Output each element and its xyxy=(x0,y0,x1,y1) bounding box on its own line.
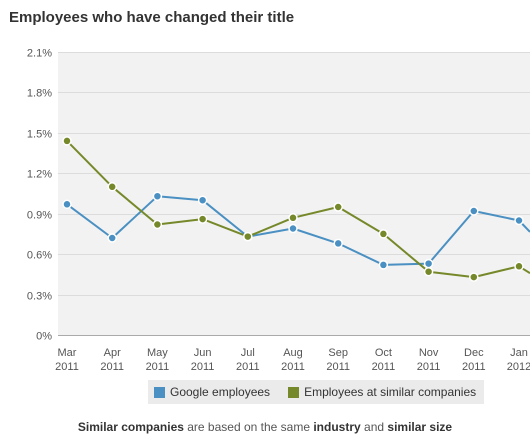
data-point-similar xyxy=(243,231,253,242)
data-point-google xyxy=(288,223,298,234)
series-line-similar xyxy=(66,140,530,279)
footnote: Similar companies are based on the same … xyxy=(0,420,530,434)
x-tick-label-month: Apr xyxy=(104,347,121,359)
data-point-similar xyxy=(197,214,208,224)
x-tick-label-year: 2011 xyxy=(281,361,305,373)
x-tick-label-year: 2011 xyxy=(326,361,350,373)
footnote-part-2: are based on the same xyxy=(183,420,314,434)
legend-label-similar: Employees at similar companies xyxy=(304,385,477,399)
y-tick-label: 1.5% xyxy=(27,129,52,141)
footnote-part-1: Similar companies xyxy=(77,420,184,434)
chart-legend: Google employees Employees at similar co… xyxy=(148,380,484,404)
data-point-google xyxy=(423,258,434,269)
x-tick-label-year: 2011 xyxy=(462,361,486,373)
x-tick-label-month: Mar xyxy=(58,347,77,359)
y-tick-label: 0% xyxy=(36,331,52,343)
x-tick-label-year: 2011 xyxy=(236,361,260,373)
y-tick-label: 1.8% xyxy=(27,88,52,100)
y-tick-label: 2.1% xyxy=(27,48,52,60)
data-point-similar xyxy=(333,202,343,212)
x-tick-label-month: Aug xyxy=(283,347,303,359)
x-tick-label-year: 2012 xyxy=(507,361,530,373)
x-tick-label-month: Dec xyxy=(464,347,484,359)
legend-item-google[interactable]: Google employees xyxy=(154,385,270,399)
x-tick-label-year: 2011 xyxy=(100,361,124,373)
legend-swatch-google xyxy=(154,386,165,398)
data-point-google xyxy=(333,238,343,249)
y-tick-label: 0.6% xyxy=(27,250,52,262)
y-tick-label: 0.3% xyxy=(27,291,52,303)
x-tick-label-month: Oct xyxy=(375,347,392,359)
data-point-google xyxy=(514,215,524,226)
series-lines xyxy=(62,136,530,282)
data-point-google xyxy=(62,199,72,210)
x-tick-label-year: 2011 xyxy=(146,361,170,373)
legend-label-google: Google employees xyxy=(170,385,271,399)
data-point-google xyxy=(378,260,389,270)
x-tick-label-month: Nov xyxy=(419,347,439,359)
data-point-similar xyxy=(152,219,163,230)
y-tick-label: 1.2% xyxy=(27,169,52,181)
data-point-similar xyxy=(288,213,298,223)
x-tick-label-year: 2011 xyxy=(55,361,79,373)
data-point-google xyxy=(107,233,117,243)
footnote-part-4: and xyxy=(360,420,388,434)
data-point-similar xyxy=(62,136,72,146)
x-tick-label-year: 2011 xyxy=(191,361,215,373)
x-tick-label-year: 2011 xyxy=(417,361,441,373)
legend-item-similar[interactable]: Employees at similar companies xyxy=(288,385,476,399)
x-tick-label-month: Sep xyxy=(328,347,348,359)
data-point-similar xyxy=(469,272,479,282)
x-tick-label-month: Jun xyxy=(194,347,212,359)
data-point-similar xyxy=(514,261,524,272)
footnote-part-3: industry xyxy=(313,420,361,434)
footnote-part-5: similar size xyxy=(387,420,453,434)
data-point-similar xyxy=(378,229,389,239)
y-tick-label: 0.9% xyxy=(27,210,52,222)
x-tick-label-month: Jul xyxy=(241,347,255,359)
plot-background xyxy=(58,52,530,335)
x-axis-tick-labels: Mar 2011 Apr 2011 May 2011 Jun 2011 Jul 2011 Aug 20… xyxy=(55,347,530,373)
chart-title: Employees who have changed their title xyxy=(9,9,295,26)
y-axis-tick-labels: 0% 0.3% 0.6% 0.9% 1.2% 1.5% 1.8% 2.1% xyxy=(27,48,52,343)
data-point-google xyxy=(197,195,208,205)
grid-lines xyxy=(58,52,530,336)
data-point-similar xyxy=(423,266,434,277)
data-point-google xyxy=(469,206,479,216)
x-tick-label-year: 2011 xyxy=(372,361,396,373)
x-tick-label-month: Jan xyxy=(510,347,528,359)
data-point-similar xyxy=(107,182,117,192)
legend-swatch-similar xyxy=(288,386,300,398)
data-point-google xyxy=(152,191,163,201)
series-line-google xyxy=(66,195,530,266)
x-tick-label-month: May xyxy=(147,347,168,359)
